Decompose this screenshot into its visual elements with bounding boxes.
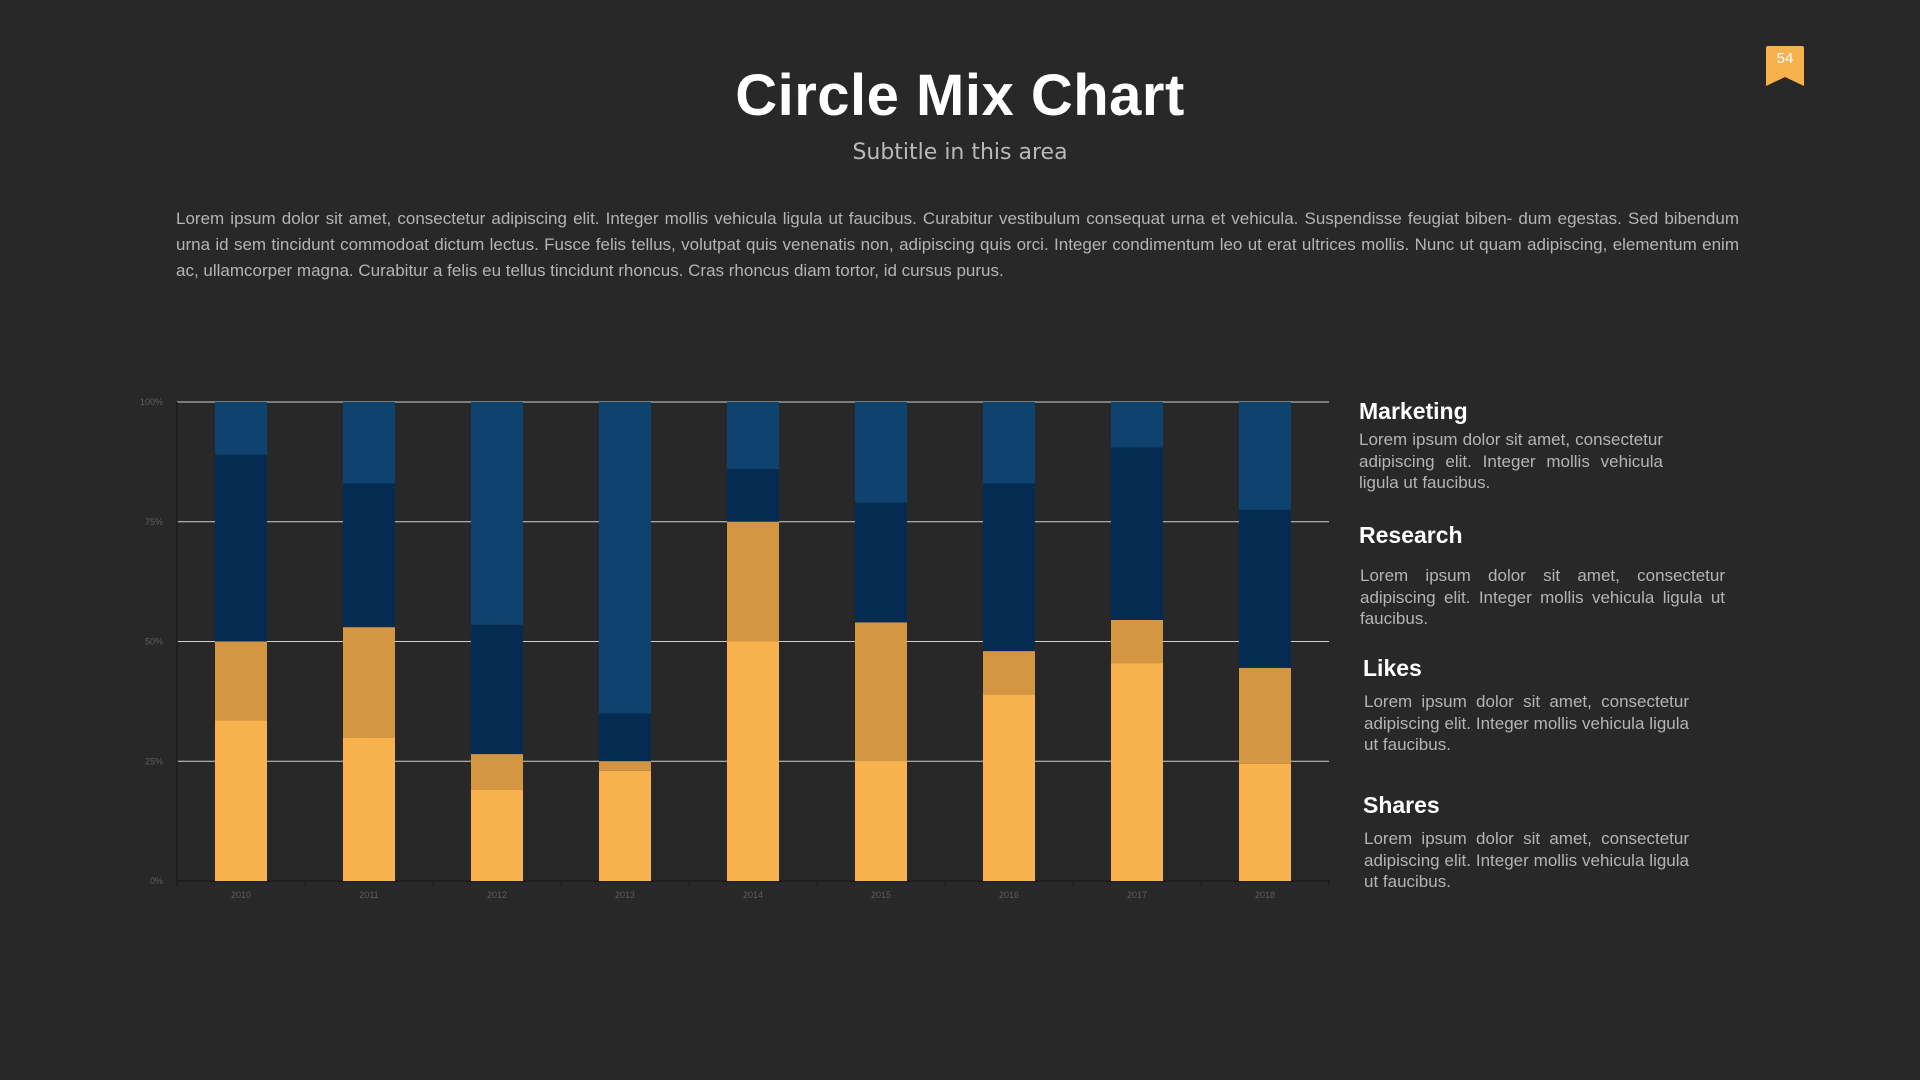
bar-marketing-2013: [599, 402, 651, 714]
bar-shares-2016: [983, 694, 1035, 881]
bar-likes-2018: [1239, 667, 1291, 764]
bar-likes-2014: [727, 521, 779, 642]
bar-marketing-2018: [1239, 402, 1291, 510]
bar-research-2010: [215, 454, 267, 642]
bar-research-2016: [983, 483, 1035, 652]
legend-text-shares: Lorem ipsum dolor sit amet, consectetur …: [1364, 829, 1689, 891]
page-number-badge: 54: [1766, 46, 1804, 86]
legend-text-likes: Lorem ipsum dolor sit amet, consectetur …: [1364, 692, 1689, 754]
y-tick-label: 0%: [150, 876, 163, 886]
page-number: 54: [1776, 50, 1794, 67]
legend-title-shares: Shares: [1363, 792, 1440, 818]
bar-shares-2011: [343, 737, 395, 881]
bar-research-2011: [343, 483, 395, 628]
bar-likes-2012: [471, 754, 523, 790]
bar-marketing-2014: [727, 402, 779, 470]
bar-likes-2016: [983, 651, 1035, 695]
y-tick-label: 100%: [140, 397, 163, 407]
x-tick-label: 2017: [1127, 890, 1147, 900]
legend-title-likes: Likes: [1363, 655, 1422, 681]
bar-marketing-2015: [855, 402, 907, 503]
y-tick-label: 50%: [145, 637, 163, 647]
legend-text-marketing: Lorem ipsum dolor sit amet, consectetur …: [1359, 430, 1663, 492]
bar-research-2013: [599, 713, 651, 762]
bar-research-2017: [1111, 447, 1163, 620]
x-tick-label: 2018: [1255, 890, 1275, 900]
bar-marketing-2017: [1111, 402, 1163, 448]
bar-likes-2015: [855, 622, 907, 762]
y-tick-label: 25%: [145, 756, 163, 766]
x-tick-label: 2014: [743, 890, 763, 900]
bar-research-2014: [727, 469, 779, 522]
legend-text-research: Lorem ipsum dolor sit amet, consectetur …: [1360, 566, 1725, 628]
x-tick-label: 2010: [231, 890, 251, 900]
bar-shares-2014: [727, 641, 779, 881]
bar-shares-2010: [215, 720, 267, 881]
y-tick-label: 75%: [145, 517, 163, 527]
legend-title-marketing: Marketing: [1359, 398, 1468, 424]
bar-shares-2012: [471, 789, 523, 881]
x-tick-label: 2012: [487, 890, 507, 900]
bar-shares-2018: [1239, 763, 1291, 881]
bar-shares-2013: [599, 770, 651, 881]
bar-marketing-2010: [215, 402, 267, 455]
bar-marketing-2011: [343, 402, 395, 484]
intro-paragraph: Lorem ipsum dolor sit amet, consectetur …: [176, 209, 1739, 280]
bar-marketing-2016: [983, 402, 1035, 484]
bar-research-2018: [1239, 509, 1291, 668]
x-tick-label: 2016: [999, 890, 1019, 900]
bar-shares-2017: [1111, 663, 1163, 881]
legend-title-research: Research: [1359, 522, 1463, 548]
bar-likes-2010: [215, 641, 267, 721]
bar-marketing-2012: [471, 402, 523, 625]
bar-research-2012: [471, 624, 523, 755]
bar-likes-2017: [1111, 619, 1163, 664]
page-subtitle: Subtitle in this area: [852, 140, 1068, 165]
bar-shares-2015: [855, 761, 907, 881]
x-tick-label: 2013: [615, 890, 635, 900]
x-tick-label: 2015: [871, 890, 891, 900]
page-title: Circle Mix Chart: [735, 63, 1185, 128]
bookmark-icon: [1766, 46, 1804, 86]
stacked-bar-chart: 0% 25% 50% 75% 100% 2010 2011 2012 2013 2014 2015 2…: [140, 397, 1330, 900]
x-tick-label: 2011: [359, 890, 378, 900]
bar-likes-2011: [343, 627, 395, 738]
bar-research-2015: [855, 502, 907, 623]
bar-likes-2013: [599, 761, 651, 771]
